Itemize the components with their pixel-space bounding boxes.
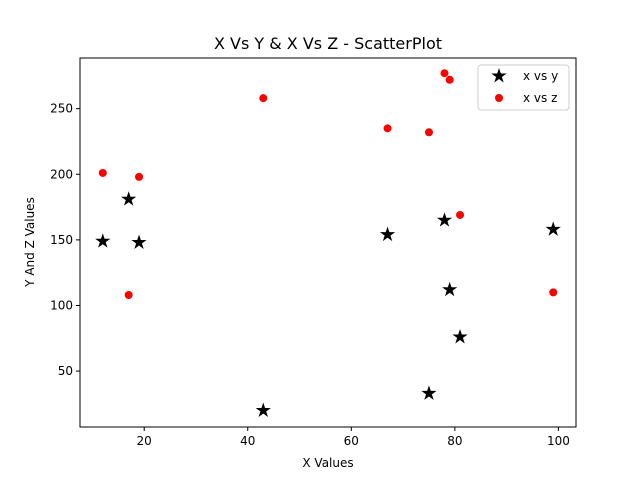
x-vs-y-point: [95, 233, 111, 248]
legend-circle-marker: [495, 94, 503, 102]
y-tick-label: 150: [50, 233, 73, 247]
y-tick-label: 50: [58, 364, 73, 378]
x-vs-z-point: [98, 168, 107, 177]
y-tick-label: 100: [50, 298, 73, 312]
x-vs-y-point: [421, 385, 437, 400]
x-tick-label: 100: [547, 434, 570, 448]
x-vs-y-point: [121, 191, 137, 206]
x-vs-z-point: [549, 288, 558, 297]
x-vs-y-point: [442, 281, 458, 297]
x-vs-z-point: [135, 172, 144, 181]
chart-title: X Vs Y & X Vs Z - ScatterPlot: [214, 34, 442, 53]
x-vs-y-point: [131, 234, 147, 249]
x-vs-y-point: [452, 328, 468, 344]
x-vs-z-point: [445, 75, 454, 84]
x-tick-label: 80: [447, 434, 462, 448]
x-vs-y-point: [436, 212, 453, 227]
x-vs-y-point: [255, 402, 271, 417]
legend-star-marker: [491, 68, 507, 83]
plot-area-frame: [79, 57, 577, 428]
x-tick-label: 40: [240, 434, 255, 448]
x-tick-label: 60: [344, 434, 359, 448]
y-tick-label: 250: [50, 102, 73, 116]
ticks-layer: 20 40 60 80 100 50 100 150 200 250: [50, 102, 570, 448]
y-tick-label: 200: [50, 167, 73, 181]
x-vs-z-point: [440, 69, 449, 78]
x-vs-z-point: [383, 124, 392, 133]
legend: x vs y x vs z: [477, 64, 570, 111]
x-vs-z-point: [259, 94, 268, 103]
x-vs-y-point: [545, 221, 561, 236]
points-layer: [95, 69, 561, 417]
x-axis-label: X Values: [302, 456, 353, 470]
x-vs-z-point: [124, 290, 133, 299]
x-vs-z-point: [424, 128, 433, 137]
x-tick-label: 20: [137, 434, 152, 448]
y-axis-label: Y And Z Values: [23, 197, 37, 288]
x-vs-y-point: [379, 226, 396, 242]
legend-label: x vs z: [523, 91, 557, 105]
legend-label: x vs y: [523, 69, 558, 83]
x-vs-z-point: [456, 210, 465, 219]
